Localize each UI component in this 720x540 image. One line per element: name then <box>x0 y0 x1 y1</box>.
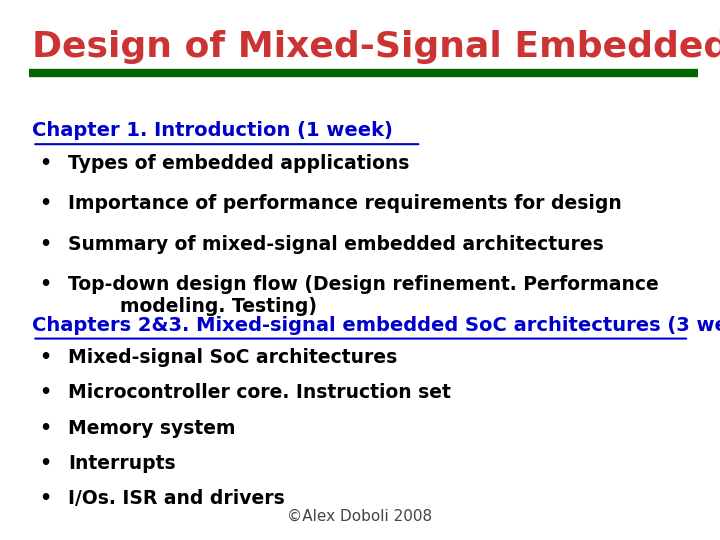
Text: •: • <box>40 154 52 173</box>
Text: ©Alex Doboli 2008: ©Alex Doboli 2008 <box>287 509 433 524</box>
Text: Chapter 1. Introduction (1 week): Chapter 1. Introduction (1 week) <box>32 122 393 140</box>
Text: Mixed-signal SoC architectures: Mixed-signal SoC architectures <box>68 348 397 367</box>
Text: Top-down design flow (Design refinement. Performance
        modeling. Testing): Top-down design flow (Design refinement.… <box>68 275 659 316</box>
Text: •: • <box>40 194 52 213</box>
Text: Interrupts: Interrupts <box>68 454 176 472</box>
Text: I/Os. ISR and drivers: I/Os. ISR and drivers <box>68 489 285 508</box>
Text: •: • <box>40 235 52 254</box>
Text: Microcontroller core. Instruction set: Microcontroller core. Instruction set <box>68 383 451 402</box>
Text: Importance of performance requirements for design: Importance of performance requirements f… <box>68 194 622 213</box>
Text: Memory system: Memory system <box>68 418 236 437</box>
Text: Chapters 2&3. Mixed-signal embedded SoC architectures (3 weeks): Chapters 2&3. Mixed-signal embedded SoC … <box>32 316 720 335</box>
Text: Design of Mixed-Signal Embedded Systems: Design of Mixed-Signal Embedded Systems <box>32 30 720 64</box>
Text: •: • <box>40 348 52 367</box>
Text: •: • <box>40 383 52 402</box>
Text: Types of embedded applications: Types of embedded applications <box>68 154 410 173</box>
Text: •: • <box>40 275 52 294</box>
Text: •: • <box>40 489 52 508</box>
Text: Summary of mixed-signal embedded architectures: Summary of mixed-signal embedded archite… <box>68 235 604 254</box>
Text: •: • <box>40 454 52 472</box>
Text: •: • <box>40 418 52 437</box>
